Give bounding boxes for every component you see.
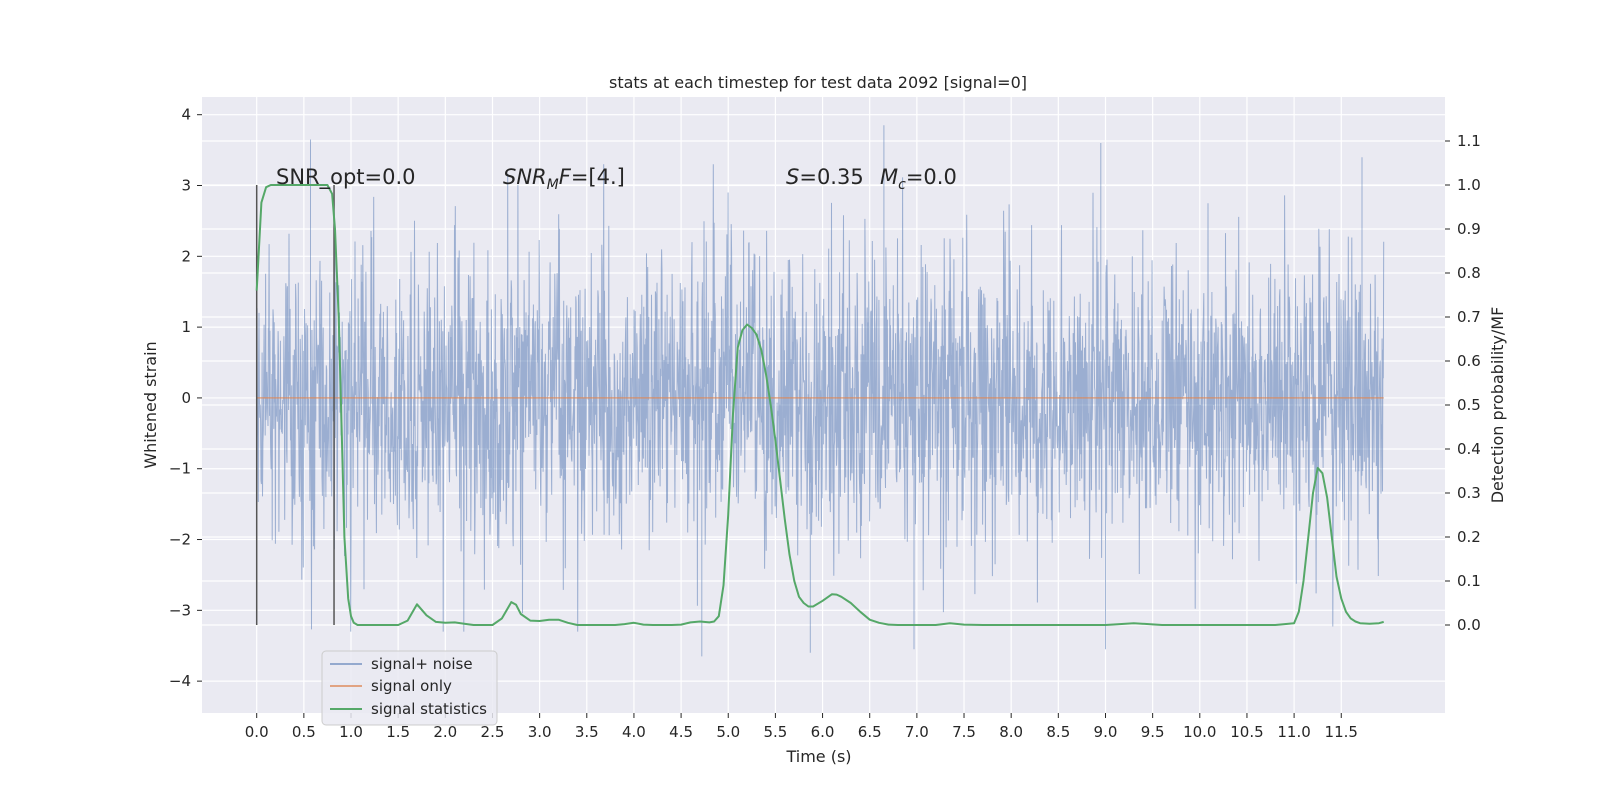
y-right-tick-label: 0.2 [1457, 528, 1481, 546]
series-signal-statistics [255, 184, 1384, 626]
chart-title: stats at each timestep for test data 209… [609, 73, 1027, 92]
x-tick-label: 5.5 [763, 723, 787, 741]
x-tick-label: 3.0 [528, 723, 552, 741]
x-tick-label: 9.0 [1094, 723, 1118, 741]
y-right-tick-label: 0.8 [1457, 264, 1481, 282]
x-tick-label: 7.5 [952, 723, 976, 741]
x-tick-label: 2.0 [433, 723, 457, 741]
x-tick-label: 9.5 [1141, 723, 1165, 741]
signal-statistics-line [255, 184, 1384, 626]
y-left-tick-label: 1 [181, 318, 191, 336]
y-left-tick-label: 2 [181, 247, 191, 265]
x-tick-label: 11.0 [1277, 723, 1310, 741]
vertical-markers [255, 185, 335, 625]
x-tick-label: 1.5 [386, 723, 410, 741]
y-right-tick-label: 0.3 [1457, 484, 1481, 502]
y-right-tick-label: 0.0 [1457, 616, 1481, 634]
y-left-tick-label: 4 [181, 106, 191, 124]
y-left-tick-label: −1 [169, 460, 191, 478]
y-axis-left-title: Whitened strain [141, 341, 160, 468]
x-tick-label: 6.0 [811, 723, 835, 741]
y-axis-right-title: Detection probability/MF [1488, 307, 1507, 504]
y-left-tick-label: 3 [181, 177, 191, 195]
x-tick-label: 10.0 [1183, 723, 1216, 741]
y-axis-right-ticks: 0.0 0.1 0.2 0.3 0.4 0.5 0.6 0.7 0.8 0.9 1.0 1.1 [1445, 132, 1481, 634]
y-right-tick-label: 0.6 [1457, 352, 1481, 370]
y-right-tick-label: 0.4 [1457, 440, 1481, 458]
x-tick-label: 3.5 [575, 723, 599, 741]
x-tick-label: 2.5 [481, 723, 505, 741]
y-right-tick-label: 0.7 [1457, 308, 1481, 326]
x-tick-label: 7.0 [905, 723, 929, 741]
annotation-snr-mf: SNRMF=[4.] [503, 165, 625, 193]
y-right-tick-label: 1.1 [1457, 132, 1481, 150]
y-axis-left-ticks: −4 −3 −2 −1 0 1 2 3 4 [169, 106, 202, 690]
annotation-mc: Mc=0.0 [880, 165, 957, 193]
x-tick-label: 1.0 [339, 723, 363, 741]
legend-label-signal-noise: signal+ noise [371, 655, 473, 673]
x-tick-label: 6.5 [858, 723, 882, 741]
y-right-tick-label: 0.9 [1457, 220, 1481, 238]
x-tick-label: 10.5 [1230, 723, 1263, 741]
signal-noise-line [256, 125, 1385, 657]
x-axis-ticks: 0.0 0.5 1.0 1.5 2.0 2.5 3.0 3.5 4.0 4.5 5.0 5.5 6.0 6… [245, 713, 1358, 741]
x-tick-label: 11.5 [1325, 723, 1358, 741]
x-tick-label: 8.0 [999, 723, 1023, 741]
series-signal-noise [256, 125, 1385, 657]
x-tick-label: 4.5 [669, 723, 693, 741]
y-right-tick-label: 1.0 [1457, 176, 1481, 194]
annotation-snr-opt: SNR_opt=0.0 [276, 165, 416, 190]
x-tick-label: 0.5 [292, 723, 316, 741]
x-tick-label: 4.0 [622, 723, 646, 741]
legend-label-signal-statistics: signal statistics [371, 700, 487, 718]
legend-box [321, 650, 498, 726]
y-left-tick-label: −2 [169, 531, 191, 549]
y-right-tick-label: 0.1 [1457, 572, 1481, 590]
legend-label-signal-only: signal only [371, 677, 452, 695]
x-tick-label: 0.0 [245, 723, 269, 741]
annotation-s: S=0.35 [786, 165, 864, 189]
y-left-tick-label: 0 [181, 389, 191, 407]
y-right-tick-label: 0.5 [1457, 396, 1481, 414]
x-tick-label: 5.0 [716, 723, 740, 741]
legend: signal+ noise signal only signal statist… [321, 650, 498, 726]
x-tick-label: 8.5 [1046, 723, 1070, 741]
y-left-tick-label: −4 [169, 672, 191, 690]
x-axis-title: Time (s) [785, 747, 851, 766]
y-left-tick-label: −3 [169, 601, 191, 619]
